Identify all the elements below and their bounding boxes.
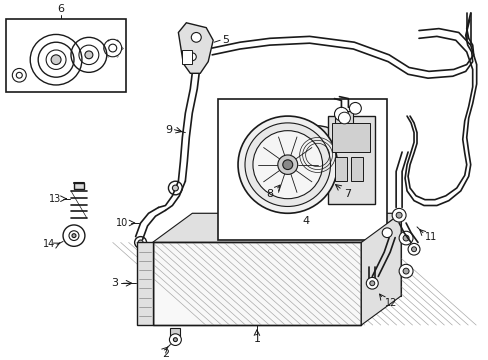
- Circle shape: [287, 126, 346, 184]
- Circle shape: [309, 147, 325, 163]
- Bar: [351, 157, 363, 181]
- Bar: [152, 242, 361, 325]
- Circle shape: [391, 208, 405, 222]
- Bar: [335, 157, 346, 181]
- Text: 2: 2: [162, 349, 169, 359]
- Polygon shape: [152, 213, 400, 242]
- Circle shape: [191, 32, 201, 42]
- Text: 6: 6: [58, 4, 64, 14]
- Bar: [335, 111, 353, 150]
- Bar: [152, 242, 361, 325]
- Text: 14: 14: [43, 239, 55, 249]
- Circle shape: [277, 155, 297, 174]
- Text: 1: 1: [253, 334, 260, 344]
- Circle shape: [188, 53, 196, 61]
- Text: 11: 11: [424, 231, 436, 242]
- Bar: [192, 213, 400, 296]
- Text: 4: 4: [302, 216, 308, 226]
- Polygon shape: [361, 213, 400, 325]
- Text: 5: 5: [222, 35, 229, 45]
- Circle shape: [297, 135, 337, 174]
- Circle shape: [85, 51, 93, 59]
- Circle shape: [402, 268, 408, 274]
- Bar: [170, 328, 180, 336]
- Circle shape: [334, 107, 347, 121]
- Circle shape: [395, 212, 401, 218]
- Circle shape: [252, 131, 322, 199]
- Text: 10: 10: [116, 218, 128, 228]
- Circle shape: [138, 240, 143, 245]
- Circle shape: [169, 334, 181, 346]
- Circle shape: [338, 112, 350, 124]
- Circle shape: [402, 235, 408, 241]
- Circle shape: [411, 247, 416, 252]
- Circle shape: [369, 281, 374, 286]
- Circle shape: [173, 338, 177, 342]
- Circle shape: [382, 228, 391, 238]
- Circle shape: [172, 185, 178, 191]
- Text: 12: 12: [384, 298, 397, 308]
- Circle shape: [407, 243, 419, 255]
- Text: 9: 9: [164, 125, 172, 135]
- Polygon shape: [178, 23, 213, 73]
- Circle shape: [398, 264, 412, 278]
- Circle shape: [238, 116, 337, 213]
- Bar: [6, 19, 125, 92]
- Bar: [74, 183, 84, 189]
- Circle shape: [349, 103, 361, 114]
- Bar: [136, 242, 152, 325]
- Bar: [327, 116, 374, 203]
- Bar: [218, 99, 386, 239]
- Bar: [182, 50, 192, 64]
- Circle shape: [244, 123, 330, 207]
- Text: 8: 8: [266, 189, 273, 199]
- Text: 7: 7: [343, 189, 350, 199]
- Circle shape: [398, 231, 412, 245]
- Circle shape: [72, 234, 76, 238]
- Circle shape: [51, 55, 61, 64]
- Text: 13: 13: [49, 194, 61, 204]
- Text: 3: 3: [111, 278, 118, 288]
- Circle shape: [282, 160, 292, 170]
- Bar: [332, 123, 369, 152]
- Circle shape: [366, 278, 377, 289]
